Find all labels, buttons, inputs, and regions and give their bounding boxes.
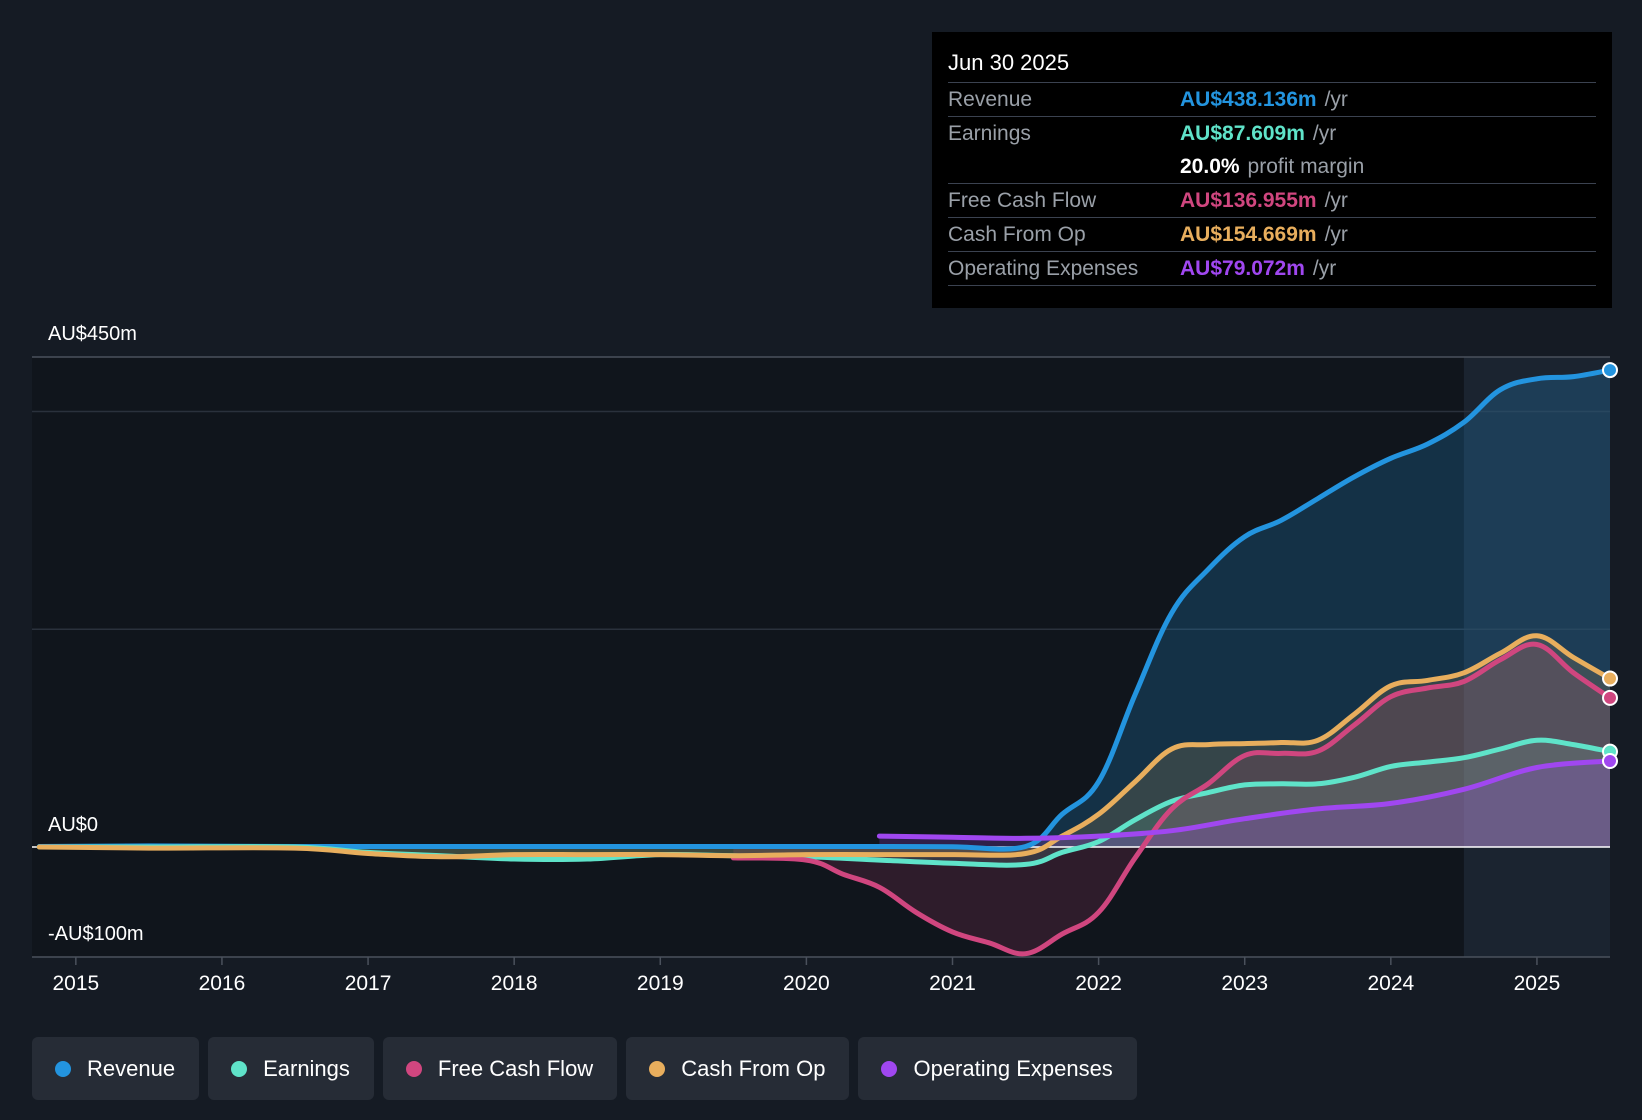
legend-item-operating-expenses[interactable]: Operating Expenses xyxy=(858,1037,1137,1100)
opex-endpoint xyxy=(1602,752,1618,769)
tooltip-value: AU$438.136m xyxy=(1180,87,1317,111)
tooltip-unit: /yr xyxy=(1312,256,1337,280)
tooltip-value: AU$87.609m xyxy=(1180,121,1305,145)
tooltip-unit: /yr xyxy=(1324,87,1348,111)
tooltip-label: Free Cash Flow xyxy=(948,188,1097,212)
fcf-area xyxy=(733,644,1610,954)
tooltip-row-operating-expenses: Operating Expenses AU$79.072m /yr xyxy=(948,252,1596,286)
x-tick-label: 2021 xyxy=(929,972,976,995)
x-tick-label: 2016 xyxy=(199,972,246,995)
tooltip-date: Jun 30 2025 xyxy=(948,46,1596,83)
opex-line xyxy=(876,758,1610,841)
tooltip-value: 20.0% xyxy=(1180,154,1240,178)
legend-item-cash-from-op[interactable]: Cash From Op xyxy=(626,1037,850,1100)
tooltip-row-earnings: Earnings AU$87.609m /yr xyxy=(948,117,1596,150)
tooltip-label: Revenue xyxy=(948,87,1033,111)
legend-label: Earnings xyxy=(263,1055,350,1081)
forecast-region-shade xyxy=(1463,357,1610,957)
tooltip-unit: /yr xyxy=(1324,222,1348,246)
fcf-endpoint xyxy=(1602,689,1618,706)
series-endpoints xyxy=(1602,362,1618,769)
legend-label: Operating Expenses xyxy=(913,1055,1113,1081)
revenue-area xyxy=(39,370,1610,850)
tooltip-row-profit-margin: 20.0% profit margin xyxy=(948,150,1596,184)
x-tick-label: 2024 xyxy=(1367,972,1414,995)
gridlines xyxy=(32,356,1610,958)
tooltip-value: AU$136.955m xyxy=(1180,188,1317,212)
legend-label: Cash From Op xyxy=(681,1055,826,1081)
tooltip-value: AU$154.669m xyxy=(1180,222,1317,246)
tooltip-label: Cash From Op xyxy=(948,222,1086,246)
tooltip-unit: /yr xyxy=(1312,121,1337,145)
revenue-dot-icon xyxy=(55,1060,71,1077)
cash-from-op-dot-icon xyxy=(649,1060,666,1077)
legend: Revenue Earnings Free Cash Flow Cash Fro… xyxy=(32,1037,1137,1100)
revenue-line xyxy=(36,367,1610,852)
y-label-top: AU$450m xyxy=(48,323,137,345)
x-tick-label: 2022 xyxy=(1075,972,1122,995)
x-tick-label: 2025 xyxy=(1514,972,1561,995)
legend-label: Revenue xyxy=(87,1055,176,1081)
series-lines xyxy=(36,367,1610,957)
y-label-bottom: -AU$100m xyxy=(48,923,144,945)
fcf-line xyxy=(730,641,1610,957)
cfo-area xyxy=(39,635,1610,857)
x-tick-label: 2020 xyxy=(783,972,830,995)
legend-item-earnings[interactable]: Earnings xyxy=(208,1037,374,1100)
x-tick-label: 2017 xyxy=(345,972,392,995)
y-label-zero: AU$0 xyxy=(48,814,98,836)
earnings-dot-icon xyxy=(231,1060,248,1077)
legend-item-free-cash-flow[interactable]: Free Cash Flow xyxy=(382,1037,618,1100)
tooltip-row-revenue: Revenue AU$438.136m /yr xyxy=(948,83,1596,117)
tooltip-value: AU$79.072m xyxy=(1180,256,1305,280)
tooltip-unit: /yr xyxy=(1324,188,1348,212)
cfo-endpoint xyxy=(1602,670,1618,687)
tooltip-panel: Jun 30 2025 Revenue AU$438.136m /yr Earn… xyxy=(932,32,1612,308)
tooltip-label: Earnings xyxy=(948,121,1031,145)
x-tick-label: 2023 xyxy=(1221,972,1268,995)
tooltip-row-cash-from-op: Cash From Op AU$154.669m /yr xyxy=(948,218,1596,252)
series-areas xyxy=(39,370,1610,954)
tooltip-label: Operating Expenses xyxy=(948,256,1139,280)
legend-label: Free Cash Flow xyxy=(437,1055,594,1081)
tooltip-unit: profit margin xyxy=(1247,154,1365,178)
x-tick-label: 2015 xyxy=(52,972,99,995)
legend-item-revenue[interactable]: Revenue xyxy=(32,1037,200,1100)
earnings-area xyxy=(39,740,1610,866)
opex-area xyxy=(879,761,1610,847)
operating-expenses-dot-icon xyxy=(881,1060,898,1077)
x-axis: 2015 2016 2017 2018 2019 2020 2021 2022 2023 2024… xyxy=(52,957,1560,995)
free-cash-flow-dot-icon xyxy=(405,1060,422,1077)
x-tick-label: 2018 xyxy=(491,972,538,995)
x-tick-label: 2019 xyxy=(637,972,684,995)
tooltip-row-free-cash-flow: Free Cash Flow AU$136.955m /yr xyxy=(948,184,1596,218)
revenue-endpoint xyxy=(1602,362,1618,379)
